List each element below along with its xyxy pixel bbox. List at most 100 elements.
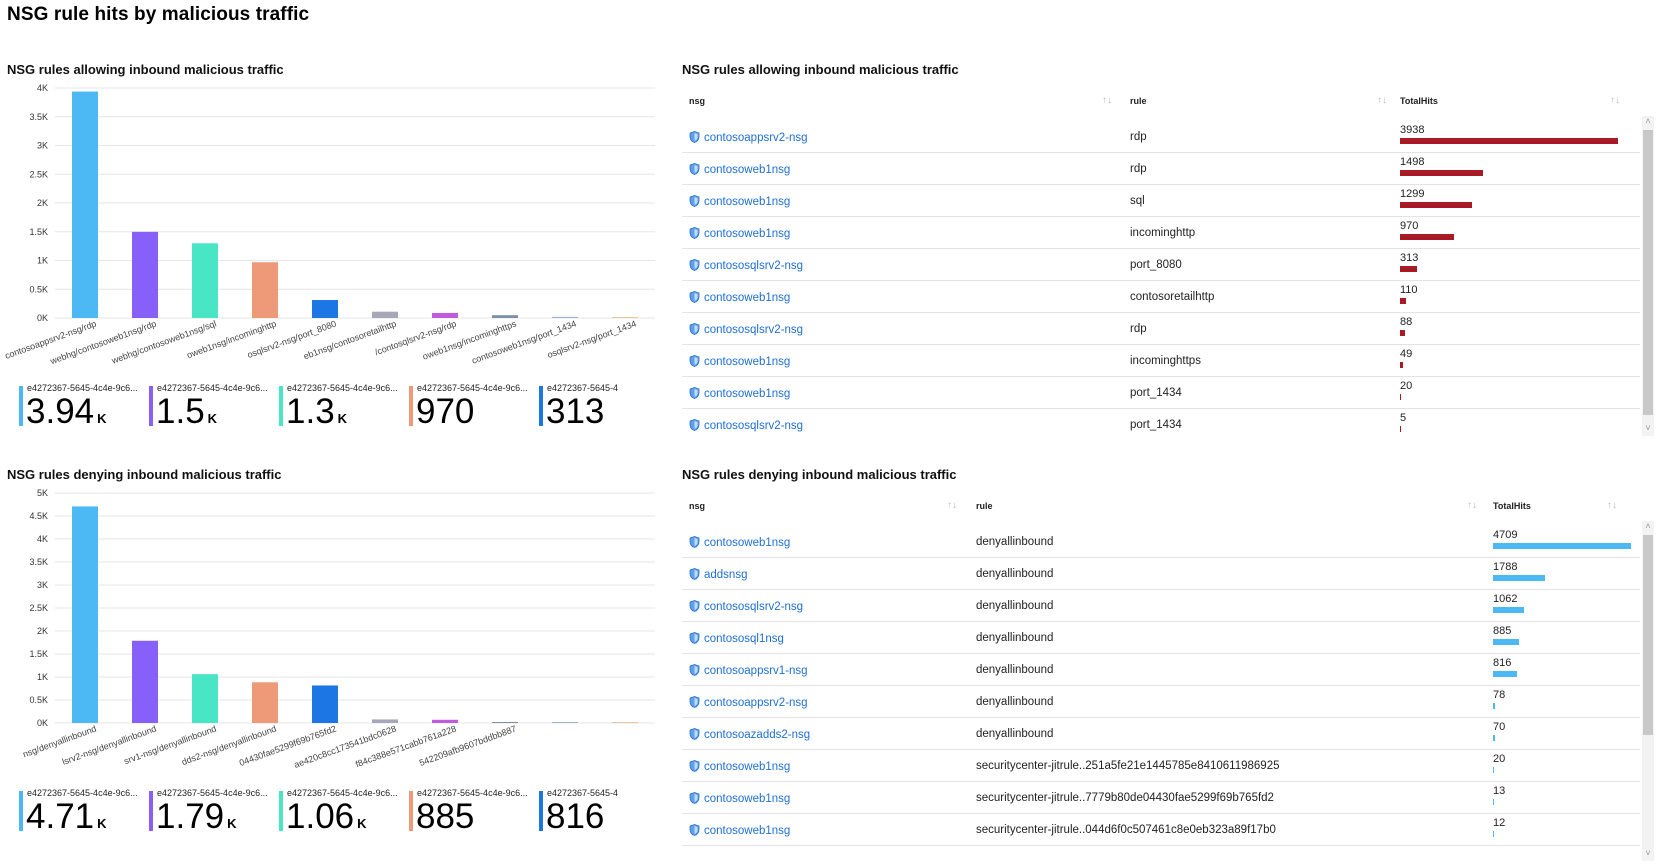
nsg-name[interactable]: contosoweb1nsg [704,164,791,176]
nsg-name[interactable]: contosoweb1nsg [704,292,791,304]
table-row[interactable]: contosoappsrv2-nsg denyallinbound 78 [682,685,1640,718]
table-row[interactable]: addsnsg denyallinbound 1788 [682,557,1640,590]
table-row[interactable]: contosoweb1nsg sql 1299 [682,184,1640,217]
nsg-name[interactable]: contososqlsrv2-nsg [704,260,804,272]
nsg-link[interactable]: contosoweb1nsg [689,227,790,242]
summary-tile[interactable]: e4272367-5645-4c4e-9c6... 3.94 K [15,383,141,435]
bar-4[interactable] [312,685,338,723]
summary-tile[interactable]: e4272367-5645-4c4e-9c6... 1.5 K [145,383,271,435]
table-row[interactable]: contososqlsrv2-nsg rdp 88 [682,312,1640,345]
nsg-link[interactable]: contosoweb1nsg [689,387,790,402]
summary-tile[interactable]: e4272367-5645-4c4e-9c6... 1.3 K [275,383,401,435]
bar-5[interactable] [372,719,398,723]
nsg-name[interactable]: contosoweb1nsg [704,388,791,400]
table-row[interactable]: contosoweb1nsg rdp 1498 [682,152,1640,185]
nsg-link[interactable]: addsnsg [689,568,747,583]
table-row[interactable]: contosoweb1nsg securitycenter-jitrule..25… [682,749,1640,782]
bar-5[interactable] [372,311,398,318]
nsg-name[interactable]: contososql1nsg [704,633,784,645]
nsg-link[interactable]: contososqlsrv2-nsg [689,600,803,615]
table-row[interactable]: contosoweb1nsg securitycenter-jitrule..04… [682,813,1640,846]
vertical-scrollbar[interactable]: ˄ ˅ [1642,521,1654,861]
nsg-link[interactable]: contosoappsrv2-nsg [689,696,808,711]
bar-3[interactable] [252,262,278,318]
summary-tile[interactable]: e4272367-5645-4c4e-9c6... 4.71 K [15,788,141,840]
summary-tile[interactable]: e4272367-5645-4c4e-9c6... 885 [405,788,531,840]
bar-2[interactable] [192,674,218,723]
column-header-nsg[interactable]: nsg [689,96,706,106]
deny-bar-chart[interactable]: 0K0.5K1K1.5K2K2.5K3K3.5K4K4.5K5Knsg/deny… [0,483,660,773]
nsg-name[interactable]: contososqlsrv2-nsg [704,420,804,432]
column-header-totalhits[interactable]: TotalHits [1493,501,1531,511]
bar-0[interactable] [72,506,98,723]
summary-tile[interactable]: e4272367-5645-4c4e-9c6... 970 [405,383,531,435]
sort-icon[interactable]: ↑↓ [1610,95,1620,106]
bar-9[interactable] [612,722,638,723]
column-header-totalhits[interactable]: TotalHits [1400,96,1438,106]
nsg-link[interactable]: contosoweb1nsg [689,291,790,306]
summary-tile[interactable]: e4272367-5645-4c4e-9c6... 1.06 K [275,788,401,840]
table-row[interactable]: contosoweb1nsg incominghttp 970 [682,216,1640,249]
bar-8[interactable] [552,722,578,723]
bar-9[interactable] [612,317,638,318]
scroll-up-icon[interactable]: ˄ [1645,521,1651,531]
nsg-name[interactable]: contosoazadds2-nsg [704,729,811,741]
summary-tile[interactable]: e4272367-5645-4 816 [535,788,655,840]
table-row[interactable]: contososqlsrv2-nsg port_8080 313 [682,248,1640,281]
table-row[interactable]: contosoweb1nsg port_1434 20 [682,376,1640,409]
nsg-name[interactable]: contosoweb1nsg [704,793,791,805]
nsg-link[interactable]: contosoweb1nsg [689,824,790,839]
nsg-link[interactable]: contosoweb1nsg [689,163,790,178]
bar-1[interactable] [132,231,158,318]
bar-7[interactable] [492,722,518,723]
bar-6[interactable] [432,312,458,318]
table-row[interactable]: contosoappsrv1-nsg denyallinbound 816 [682,653,1640,686]
column-header-nsg[interactable]: nsg [689,501,706,511]
nsg-link[interactable]: contosoappsrv1-nsg [689,664,808,679]
bar-4[interactable] [312,300,338,318]
summary-tile[interactable]: e4272367-5645-4c4e-9c6... 1.79 K [145,788,271,840]
nsg-name[interactable]: contosoweb1nsg [704,537,791,549]
sort-icon[interactable]: ↑↓ [1467,500,1477,511]
table-row[interactable]: contosoweb1nsg denyallinbound 4709 [682,525,1640,558]
column-header-rule[interactable]: rule [976,501,993,511]
sort-icon[interactable]: ↑↓ [947,500,957,511]
table-row[interactable]: contososqlsrv2-nsg port_1434 5 [682,408,1640,438]
nsg-link[interactable]: contosoweb1nsg [689,355,790,370]
sort-icon[interactable]: ↑↓ [1607,500,1617,511]
bar-8[interactable] [552,316,578,318]
nsg-name[interactable]: contosoweb1nsg [704,356,791,368]
nsg-name[interactable]: contosoappsrv2-nsg [704,697,808,709]
bar-2[interactable] [192,243,218,318]
column-header-rule[interactable]: rule [1130,96,1147,106]
vertical-scrollbar[interactable]: ˄ ˅ [1642,116,1654,436]
nsg-link[interactable]: contosoweb1nsg [689,536,790,551]
nsg-name[interactable]: contososqlsrv2-nsg [704,324,804,336]
table-row[interactable]: contososql1nsg denyallinbound 885 [682,621,1640,654]
scroll-down-icon[interactable]: ˅ [1645,848,1651,858]
scrollbar-thumb[interactable] [1643,535,1653,735]
nsg-name[interactable]: contosoappsrv2-nsg [704,132,808,144]
sort-icon[interactable]: ↑↓ [1102,95,1112,106]
nsg-link[interactable]: contososqlsrv2-nsg [689,323,803,338]
bar-1[interactable] [132,640,158,723]
table-row[interactable]: contosoweb1nsg securitycenter-jitrule..77… [682,781,1640,814]
nsg-name[interactable]: contososqlsrv2-nsg [704,601,804,613]
nsg-link[interactable]: contososqlsrv2-nsg [689,259,803,274]
table-row[interactable]: contosoweb1nsg contosoretailhttp 110 [682,280,1640,313]
table-row[interactable]: contososqlsrv2-nsg denyallinbound 1062 [682,589,1640,622]
sort-icon[interactable]: ↑↓ [1377,95,1387,106]
scroll-down-icon[interactable]: ˅ [1645,423,1651,433]
scroll-up-icon[interactable]: ˄ [1645,116,1651,126]
scrollbar-thumb[interactable] [1643,130,1653,415]
table-row[interactable]: contosoappsrv2-nsg rdp 3938 [682,120,1640,153]
bar-6[interactable] [432,719,458,723]
nsg-link[interactable]: contososqlsrv2-nsg [689,419,803,434]
nsg-link[interactable]: contosoweb1nsg [689,760,790,775]
bar-0[interactable] [72,91,98,318]
nsg-link[interactable]: contososql1nsg [689,632,784,647]
allow-bar-chart[interactable]: 0K0.5K1K1.5K2K2.5K3K3.5K4Kcontosoappsrv2… [0,78,660,368]
nsg-name[interactable]: contosoweb1nsg [704,761,791,773]
bar-3[interactable] [252,682,278,723]
nsg-link[interactable]: contosoazadds2-nsg [689,728,810,743]
